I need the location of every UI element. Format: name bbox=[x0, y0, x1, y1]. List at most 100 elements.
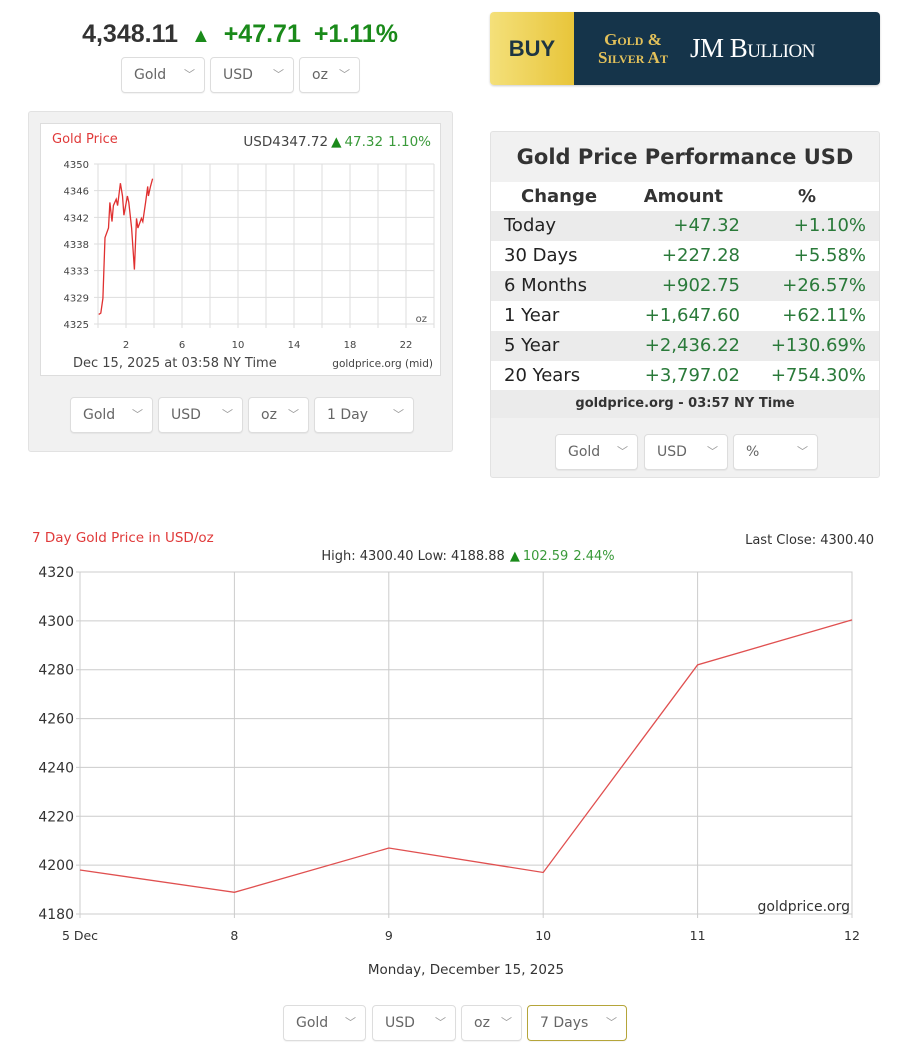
ad-tagline: Gold & Silver At bbox=[598, 29, 668, 67]
unit-select[interactable]: oz ﹀ bbox=[299, 57, 360, 93]
source-label: goldprice.org (mid) bbox=[332, 358, 433, 370]
chevron-down-icon: ﹀ bbox=[288, 408, 299, 421]
y-tick-label: 4260 bbox=[38, 712, 74, 728]
select-value: Gold bbox=[134, 67, 167, 83]
x-tick-label: 12 bbox=[844, 928, 860, 943]
y-tick-label: 4325 bbox=[64, 320, 89, 331]
cell-amount: +47.32 bbox=[673, 215, 740, 236]
currency-select[interactable]: USD ﹀ bbox=[158, 397, 243, 433]
select-value: USD bbox=[385, 1015, 415, 1031]
column-header: Amount bbox=[643, 186, 723, 207]
spot-price: 4,348.11 bbox=[82, 20, 178, 48]
unit-label: oz bbox=[416, 314, 427, 325]
x-tick-label: 8 bbox=[230, 928, 238, 943]
triangle-up-icon: ▲ bbox=[331, 134, 342, 150]
triangle-up-icon: ▲ bbox=[190, 25, 211, 47]
jm-bullion-ad[interactable]: BUY Gold & Silver At JM Bullion bbox=[490, 12, 880, 85]
ad-brand-logo: JM Bullion bbox=[689, 33, 815, 63]
performance-row: 30 Days +227.28 +5.58% bbox=[491, 241, 879, 271]
display-select[interactable]: % ﹀ bbox=[733, 434, 818, 470]
cell-amount: +902.75 bbox=[661, 275, 740, 296]
cell-pct: +130.69% bbox=[770, 335, 866, 356]
chevron-down-icon: ﹀ bbox=[501, 1016, 512, 1029]
triangle-up-icon: ▲ bbox=[510, 549, 520, 564]
chevron-down-icon: ﹀ bbox=[339, 68, 350, 81]
currency-select[interactable]: USD ﹀ bbox=[644, 434, 728, 470]
select-value: USD bbox=[657, 444, 687, 460]
x-tick-label: 14 bbox=[288, 340, 301, 351]
metal-select[interactable]: Gold ﹀ bbox=[555, 434, 638, 470]
select-value: oz bbox=[312, 67, 328, 83]
cell-pct: +62.11% bbox=[782, 305, 866, 326]
y-tick-label: 4320 bbox=[38, 565, 74, 581]
y-tick-label: 4220 bbox=[38, 809, 74, 825]
chevron-down-icon: ﹀ bbox=[393, 408, 404, 421]
cell-label: 6 Months bbox=[504, 275, 587, 296]
currency-select[interactable]: USD ﹀ bbox=[210, 57, 294, 93]
metal-select[interactable]: Gold ﹀ bbox=[283, 1005, 366, 1041]
date-label: Dec 15, 2025 at 03:58 NY Time bbox=[73, 356, 277, 371]
cell-pct: +1.10% bbox=[793, 215, 866, 236]
chevron-down-icon: ﹀ bbox=[345, 1016, 356, 1029]
cell-pct: +754.30% bbox=[770, 365, 866, 386]
cell-amount: +3,797.02 bbox=[644, 365, 740, 386]
plot-border bbox=[79, 571, 853, 915]
performance-footer: goldprice.org - 03:57 NY Time bbox=[491, 390, 879, 418]
cell-label: 5 Year bbox=[504, 335, 560, 356]
chevron-down-icon: ﹀ bbox=[707, 445, 718, 458]
range-select[interactable]: 7 Days ﹀ bbox=[527, 1005, 627, 1041]
cell-label: 20 Years bbox=[504, 365, 581, 386]
select-value: Gold bbox=[83, 407, 116, 423]
x-tick-label: 10 bbox=[535, 928, 551, 943]
price-line bbox=[98, 178, 154, 315]
cell-pct: +5.58% bbox=[793, 245, 866, 266]
y-tick-label: 4300 bbox=[38, 614, 74, 630]
chevron-down-icon: ﹀ bbox=[184, 68, 195, 81]
y-tick-label: 4346 bbox=[64, 187, 89, 198]
performance-row: 20 Years +3,797.02 +754.30% bbox=[491, 361, 879, 391]
chart-quote: USD4347.72 ▲ 47.32 1.10% bbox=[243, 134, 431, 150]
cell-pct: +26.57% bbox=[782, 275, 866, 296]
intraday-chart: Gold Price USD4347.72 ▲ 47.32 1.10% 4350 434… bbox=[40, 123, 441, 376]
column-header: % bbox=[797, 186, 816, 207]
watermark: goldprice.org bbox=[758, 899, 850, 915]
x-tick-label: 5 Dec bbox=[62, 928, 98, 943]
y-tick-label: 4342 bbox=[64, 213, 89, 224]
price-change-pct: +1.11% bbox=[313, 20, 398, 48]
unit-select[interactable]: oz ﹀ bbox=[248, 397, 309, 433]
y-tick-label: 4329 bbox=[64, 293, 89, 304]
seven-day-chart: 7 Day Gold Price in USD/oz Last Close: 4… bbox=[32, 530, 874, 978]
x-tick-label: 6 bbox=[179, 340, 185, 351]
select-value: USD bbox=[223, 67, 253, 83]
y-tick-label: 4180 bbox=[38, 907, 74, 923]
cell-label: 30 Days bbox=[504, 245, 578, 266]
range-select[interactable]: 1 Day ﹀ bbox=[314, 397, 414, 433]
chevron-down-icon: ﹀ bbox=[797, 445, 808, 458]
currency-select[interactable]: USD ﹀ bbox=[372, 1005, 456, 1041]
metal-select[interactable]: Gold ﹀ bbox=[121, 57, 205, 93]
x-tick-label: 2 bbox=[123, 340, 129, 351]
cell-label: 1 Year bbox=[504, 305, 560, 326]
select-value: USD bbox=[171, 407, 201, 423]
chevron-down-icon: ﹀ bbox=[617, 445, 628, 458]
cell-amount: +1,647.60 bbox=[644, 305, 740, 326]
select-value: 1 Day bbox=[327, 407, 369, 423]
unit-select[interactable]: oz ﹀ bbox=[461, 1005, 522, 1041]
chart-title: Gold Price bbox=[52, 132, 118, 147]
y-tick-label: 4338 bbox=[64, 240, 89, 251]
intraday-chart-svg: Gold Price USD4347.72 ▲ 47.32 1.10% 4350 434… bbox=[52, 132, 435, 371]
price-header: 4,348.11 ▲ +47.71 +1.11% bbox=[40, 20, 440, 49]
chart-stats: High: 4300.40 Low: 4188.88 ▲ 102.59 2.44% bbox=[321, 549, 614, 564]
performance-row: Today +47.32 +1.10% bbox=[491, 211, 879, 241]
performance-row: 5 Year +2,436.22 +130.69% bbox=[491, 331, 879, 361]
y-tick-label: 4240 bbox=[38, 760, 74, 776]
select-value: Gold bbox=[296, 1015, 329, 1031]
performance-row: 6 Months +902.75 +26.57% bbox=[491, 271, 879, 301]
price-line bbox=[79, 619, 853, 893]
ad-buy-label: BUY bbox=[490, 12, 574, 85]
y-tick-label: 4200 bbox=[38, 858, 74, 874]
metal-select[interactable]: Gold ﹀ bbox=[70, 397, 153, 433]
y-tick-label: 4280 bbox=[38, 663, 74, 679]
chevron-down-icon: ﹀ bbox=[606, 1016, 617, 1029]
x-axis-label: Monday, December 15, 2025 bbox=[368, 962, 564, 978]
